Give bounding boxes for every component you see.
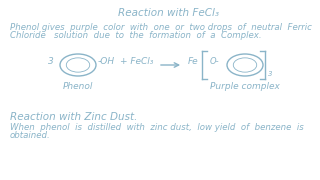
Text: Phenol: Phenol — [63, 82, 93, 91]
Text: Reaction with FeCl₃: Reaction with FeCl₃ — [118, 8, 219, 18]
Text: Fe: Fe — [188, 57, 199, 66]
Text: Purple complex: Purple complex — [210, 82, 280, 91]
Text: obtained.: obtained. — [10, 131, 51, 140]
Text: Chloride   solution  due  to  the  formation  of  a  Complex.: Chloride solution due to the formation o… — [10, 31, 262, 40]
Text: 3: 3 — [268, 71, 273, 77]
Text: Phenol gives  purple  color  with  one  or  two drops  of  neutral  Ferric: Phenol gives purple color with one or tw… — [10, 23, 312, 32]
Text: 3: 3 — [48, 57, 54, 66]
Text: + FeCl₃: + FeCl₃ — [120, 57, 153, 66]
Text: -OH: -OH — [98, 57, 115, 66]
Text: Reaction with Zinc Dust.: Reaction with Zinc Dust. — [10, 112, 137, 122]
Text: O-: O- — [210, 57, 220, 66]
Text: When  phenol  is  distilled  with  zinc dust,  low yield  of  benzene  is: When phenol is distilled with zinc dust,… — [10, 123, 304, 132]
